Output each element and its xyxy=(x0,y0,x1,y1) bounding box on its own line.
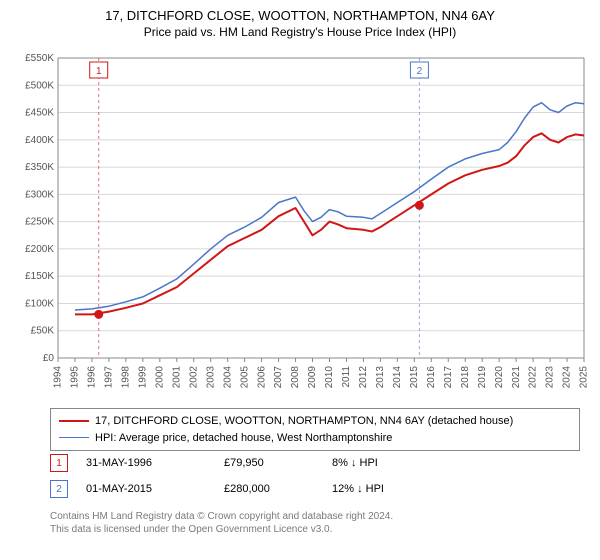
svg-text:1994: 1994 xyxy=(53,366,64,389)
svg-text:2000: 2000 xyxy=(154,366,165,389)
svg-text:£450K: £450K xyxy=(25,108,54,119)
chart-title: 17, DITCHFORD CLOSE, WOOTTON, NORTHAMPTO… xyxy=(0,0,600,25)
svg-text:2016: 2016 xyxy=(426,366,437,389)
svg-text:£300K: £300K xyxy=(25,189,54,200)
svg-text:£100K: £100K xyxy=(25,298,54,309)
legend-item-hpi: HPI: Average price, detached house, West… xyxy=(59,430,571,447)
legend: 17, DITCHFORD CLOSE, WOOTTON, NORTHAMPTO… xyxy=(50,408,580,451)
svg-text:2010: 2010 xyxy=(324,366,335,389)
svg-text:£150K: £150K xyxy=(25,271,54,282)
transactions-table: 1 31-MAY-1996 £79,950 8% ↓ HPI 2 01-MAY-… xyxy=(50,450,580,502)
transaction-marker-icon: 2 xyxy=(50,480,68,498)
legend-swatch-hpi xyxy=(59,437,89,438)
transaction-date: 31-MAY-1996 xyxy=(86,457,206,469)
chart-area: £0 £50K £100K £150K £200K £250K £300K £350K £400… xyxy=(10,48,590,398)
svg-text:1995: 1995 xyxy=(70,366,81,389)
legend-swatch-property xyxy=(59,420,89,422)
svg-text:£400K: £400K xyxy=(25,135,54,146)
svg-text:2021: 2021 xyxy=(511,366,522,389)
svg-text:2007: 2007 xyxy=(273,366,284,389)
svg-text:1998: 1998 xyxy=(121,366,132,389)
svg-text:£50K: £50K xyxy=(31,326,55,337)
svg-text:2025: 2025 xyxy=(579,366,590,389)
svg-text:£550K: £550K xyxy=(25,53,54,64)
svg-text:£250K: £250K xyxy=(25,217,54,228)
svg-text:2005: 2005 xyxy=(239,366,250,389)
transaction-row: 1 31-MAY-1996 £79,950 8% ↓ HPI xyxy=(50,450,580,476)
legend-item-property: 17, DITCHFORD CLOSE, WOOTTON, NORTHAMPTO… xyxy=(59,413,571,430)
legend-label-hpi: HPI: Average price, detached house, West… xyxy=(95,430,392,447)
transaction-pct: 8% ↓ HPI xyxy=(332,457,452,469)
svg-text:1999: 1999 xyxy=(137,366,148,389)
svg-text:2024: 2024 xyxy=(562,366,573,389)
svg-text:2014: 2014 xyxy=(392,366,403,389)
svg-text:1997: 1997 xyxy=(104,366,115,389)
transaction-pct: 12% ↓ HPI xyxy=(332,483,452,495)
chart-subtitle: Price paid vs. HM Land Registry's House … xyxy=(0,25,600,43)
svg-text:£500K: £500K xyxy=(25,80,54,91)
svg-text:2013: 2013 xyxy=(375,366,386,389)
svg-text:2009: 2009 xyxy=(307,366,318,389)
svg-text:2002: 2002 xyxy=(188,366,199,389)
transaction-marker-icon: 1 xyxy=(50,454,68,472)
svg-text:2019: 2019 xyxy=(477,366,488,389)
footer-line2: This data is licensed under the Open Gov… xyxy=(50,523,580,536)
svg-text:2023: 2023 xyxy=(545,366,556,389)
transaction-date: 01-MAY-2015 xyxy=(86,483,206,495)
footer-line1: Contains HM Land Registry data © Crown c… xyxy=(50,510,580,523)
svg-text:1996: 1996 xyxy=(87,366,98,389)
svg-text:2: 2 xyxy=(417,66,423,77)
svg-text:2011: 2011 xyxy=(341,366,352,388)
svg-text:£350K: £350K xyxy=(25,162,54,173)
svg-text:2015: 2015 xyxy=(409,366,420,389)
svg-text:2022: 2022 xyxy=(528,366,539,389)
line-chart-svg: £0 £50K £100K £150K £200K £250K £300K £350K £400… xyxy=(10,48,590,398)
transaction-row: 2 01-MAY-2015 £280,000 12% ↓ HPI xyxy=(50,476,580,502)
footer-attribution: Contains HM Land Registry data © Crown c… xyxy=(50,510,580,536)
svg-text:2004: 2004 xyxy=(222,366,233,389)
svg-text:2012: 2012 xyxy=(358,366,369,389)
svg-text:2003: 2003 xyxy=(205,366,216,389)
chart-container: 17, DITCHFORD CLOSE, WOOTTON, NORTHAMPTO… xyxy=(0,0,600,560)
svg-text:2018: 2018 xyxy=(460,366,471,389)
svg-text:2008: 2008 xyxy=(290,366,301,389)
svg-text:1: 1 xyxy=(96,66,102,77)
svg-text:£200K: £200K xyxy=(25,244,54,255)
transaction-price: £79,950 xyxy=(224,457,314,469)
svg-text:2006: 2006 xyxy=(256,366,267,389)
svg-text:2020: 2020 xyxy=(494,366,505,389)
svg-text:£0: £0 xyxy=(43,353,55,364)
transaction-price: £280,000 xyxy=(224,483,314,495)
svg-text:2001: 2001 xyxy=(171,366,182,389)
svg-text:2017: 2017 xyxy=(443,366,454,389)
legend-label-property: 17, DITCHFORD CLOSE, WOOTTON, NORTHAMPTO… xyxy=(95,413,513,430)
